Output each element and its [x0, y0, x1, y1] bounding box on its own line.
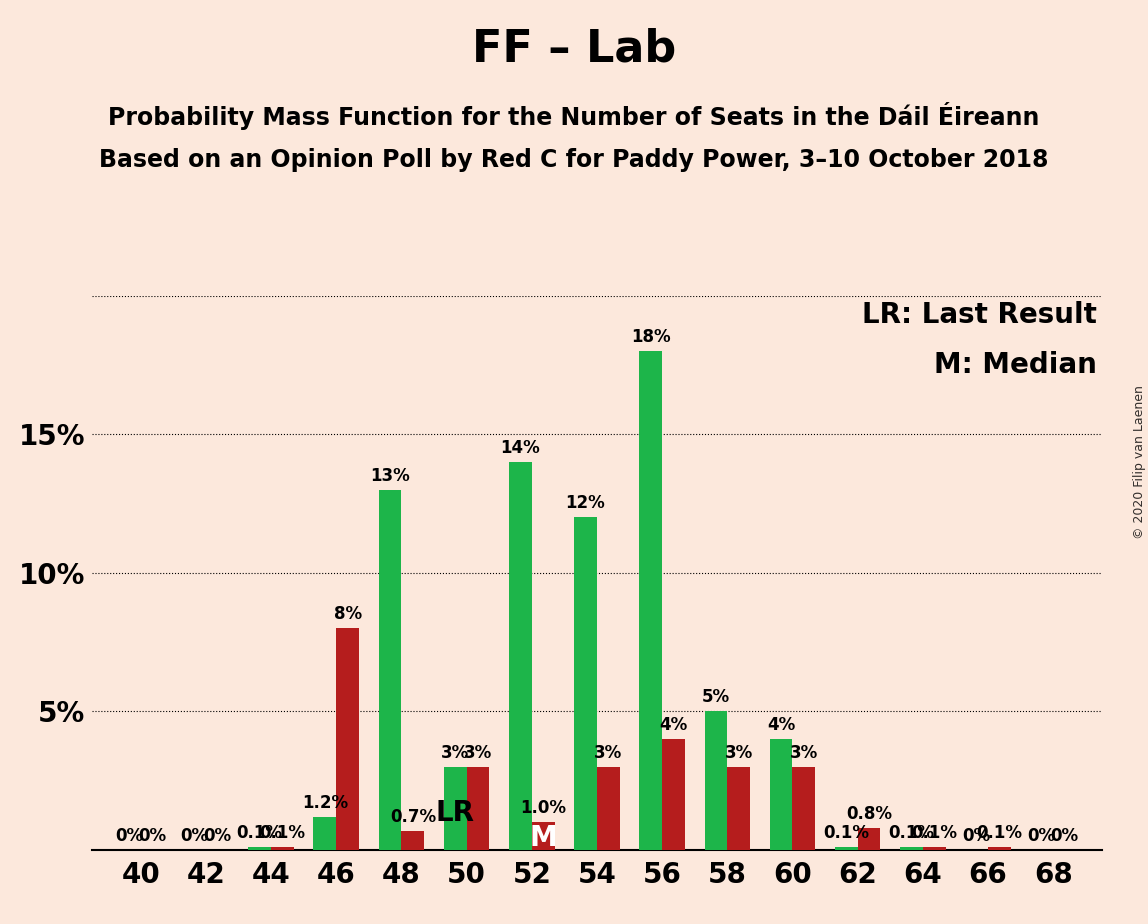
Text: 0.1%: 0.1%: [236, 824, 282, 843]
Bar: [900, 847, 923, 850]
Text: 8%: 8%: [334, 605, 362, 624]
Text: 0%: 0%: [138, 827, 166, 845]
Text: 1.0%: 1.0%: [520, 799, 566, 818]
Bar: [379, 490, 402, 850]
Text: LR: Last Result: LR: Last Result: [862, 301, 1097, 329]
Text: 0.1%: 0.1%: [259, 824, 305, 843]
Bar: [858, 828, 881, 850]
Text: 0.1%: 0.1%: [977, 824, 1023, 843]
Text: 3%: 3%: [464, 744, 492, 762]
Bar: [705, 711, 728, 850]
Bar: [509, 462, 532, 850]
Bar: [792, 767, 815, 850]
Text: M: M: [529, 823, 557, 852]
Text: 5%: 5%: [701, 688, 730, 707]
Bar: [988, 847, 1011, 850]
Text: 0.1%: 0.1%: [912, 824, 957, 843]
Text: Based on an Opinion Poll by Red C for Paddy Power, 3–10 October 2018: Based on an Opinion Poll by Red C for Pa…: [99, 148, 1049, 172]
Bar: [835, 847, 858, 850]
Bar: [923, 847, 946, 850]
Text: 4%: 4%: [659, 716, 688, 735]
Text: 3%: 3%: [595, 744, 622, 762]
Text: © 2020 Filip van Laenen: © 2020 Filip van Laenen: [1133, 385, 1147, 539]
Text: 3%: 3%: [441, 744, 470, 762]
Text: 0.8%: 0.8%: [846, 805, 892, 823]
Text: 18%: 18%: [631, 328, 670, 346]
Text: 13%: 13%: [370, 467, 410, 485]
Bar: [639, 351, 662, 850]
Text: FF – Lab: FF – Lab: [472, 28, 676, 71]
Bar: [248, 847, 271, 850]
Text: 0%: 0%: [962, 827, 991, 845]
Text: 12%: 12%: [566, 494, 605, 513]
Text: 0.1%: 0.1%: [889, 824, 934, 843]
Bar: [574, 517, 597, 850]
Text: 0%: 0%: [180, 827, 209, 845]
Bar: [313, 817, 336, 850]
Text: 0.7%: 0.7%: [390, 808, 436, 826]
Text: 0.1%: 0.1%: [823, 824, 869, 843]
Bar: [769, 739, 792, 850]
Text: 3%: 3%: [790, 744, 819, 762]
Text: 3%: 3%: [724, 744, 753, 762]
Text: M: Median: M: Median: [934, 351, 1097, 379]
Bar: [402, 831, 425, 850]
Bar: [532, 822, 554, 850]
Text: 0%: 0%: [1027, 827, 1056, 845]
Bar: [336, 628, 359, 850]
Bar: [662, 739, 685, 850]
Text: 0%: 0%: [1050, 827, 1079, 845]
Text: 4%: 4%: [767, 716, 796, 735]
Text: 0%: 0%: [203, 827, 232, 845]
Text: 1.2%: 1.2%: [302, 794, 348, 812]
Bar: [444, 767, 466, 850]
Text: Probability Mass Function for the Number of Seats in the Dáil Éireann: Probability Mass Function for the Number…: [108, 102, 1040, 129]
Bar: [466, 767, 489, 850]
Text: 0%: 0%: [115, 827, 144, 845]
Bar: [728, 767, 750, 850]
Text: LR: LR: [436, 798, 475, 827]
Bar: [597, 767, 620, 850]
Text: 14%: 14%: [501, 439, 541, 457]
Bar: [271, 847, 294, 850]
